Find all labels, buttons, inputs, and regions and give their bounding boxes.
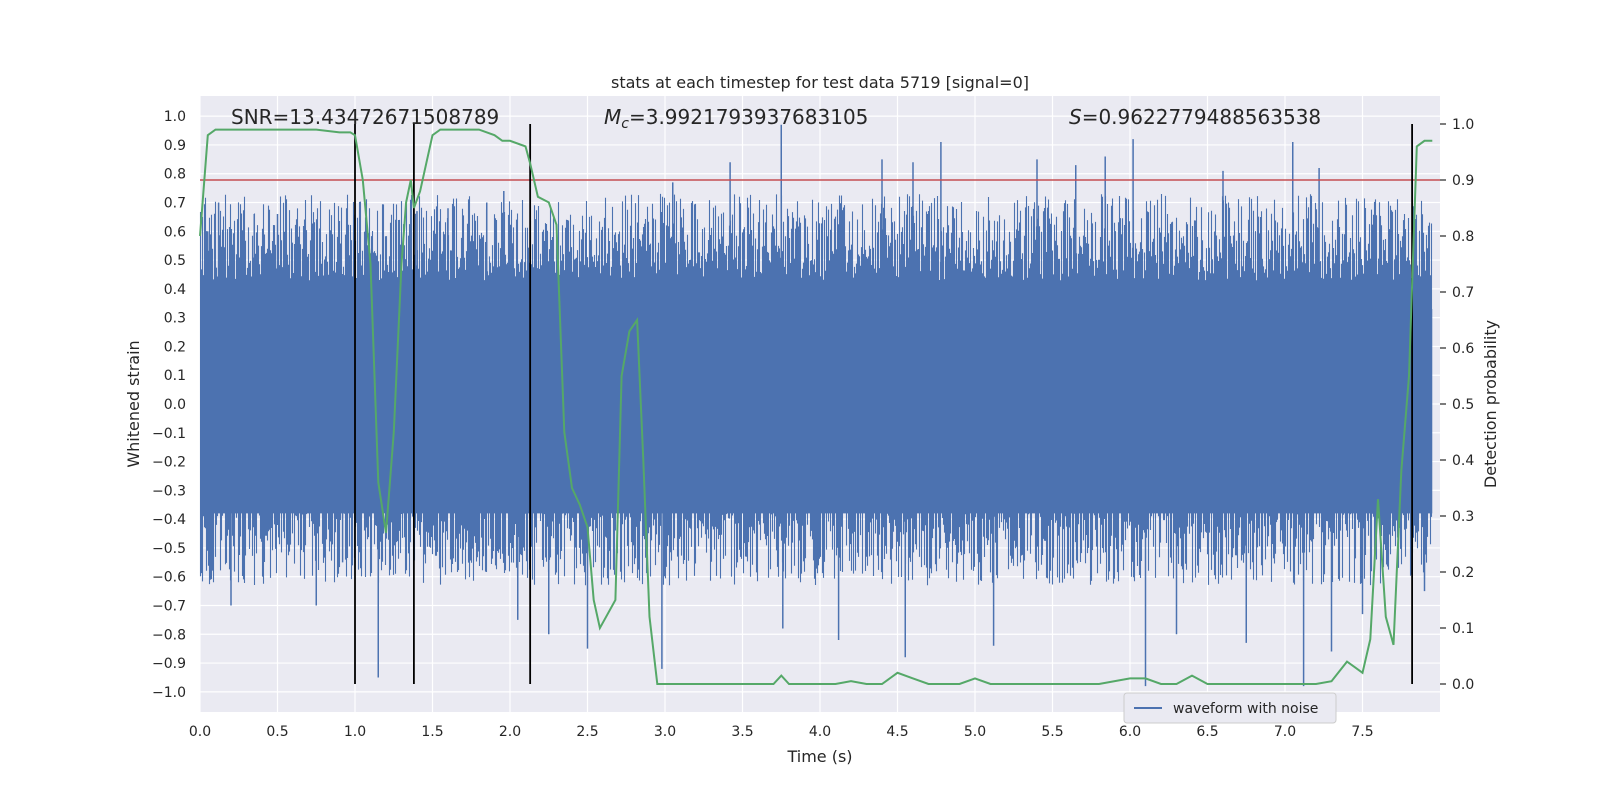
x-tick-label: 2.0 (499, 724, 521, 740)
x-tick-label: 1.5 (421, 724, 443, 740)
y-left-tick-label: −0.3 (152, 483, 186, 499)
x-tick-label: 5.5 (1041, 724, 1063, 740)
y-left-tick-label: 0.6 (164, 224, 186, 240)
x-tick-label: 6.5 (1196, 724, 1218, 740)
y-right-axis-label: Detection probability (1481, 320, 1500, 488)
y-left-tick-label: −0.9 (152, 656, 186, 672)
x-tick-label: 1.0 (344, 724, 366, 740)
s-annotation: S=0.9622779488563538 (1069, 105, 1321, 129)
y-right-tick-label: 0.7 (1452, 285, 1474, 301)
y-right-tick-label: 0.4 (1452, 453, 1474, 469)
y-right-tick-label: 1.0 (1452, 117, 1474, 133)
y-right-tick-label: 0.9 (1452, 173, 1474, 189)
y-left-tick-label: 0.2 (164, 339, 186, 355)
y-left-axis-label: Whitened strain (124, 340, 143, 467)
y-right-tick-label: 0.3 (1452, 509, 1474, 525)
y-left-tick-label: 0.9 (164, 138, 186, 154)
y-left-tick-label: 0.7 (164, 196, 186, 212)
y-left-tick-label: 0.4 (164, 282, 186, 298)
y-left-tick-label: −0.8 (152, 627, 186, 643)
y-left-tick-label: −0.4 (152, 512, 186, 528)
probability-line (199, 128, 1433, 685)
x-tick-label: 4.0 (809, 724, 831, 740)
x-tick-label: 7.0 (1274, 724, 1296, 740)
legend-entry-waveform: waveform with noise (1173, 701, 1318, 717)
y-right-tick-label: 0.1 (1452, 621, 1474, 637)
y-left-tick-label: 0.1 (164, 368, 186, 384)
event-lines (354, 124, 1413, 684)
y-right-tick-label: 0.2 (1452, 565, 1474, 581)
x-tick-label: 6.0 (1119, 724, 1141, 740)
y-right-axis-ticks: 0.0 0.1 0.2 0.3 0.4 0.5 0.6 0.7 0.8 0.9 1.0 (1440, 117, 1474, 693)
y-left-tick-label: 0.5 (164, 253, 186, 269)
chart-title: stats at each timestep for test data 571… (611, 73, 1029, 92)
x-tick-label: 0.0 (189, 724, 211, 740)
y-right-tick-label: 0.5 (1452, 397, 1474, 413)
y-left-tick-label: 0.8 (164, 167, 186, 183)
x-tick-label: 4.5 (886, 724, 908, 740)
chirp-mass-annotation: Mc=3.9921793937683105 (604, 105, 868, 132)
x-tick-label: 7.5 (1351, 724, 1373, 740)
y-left-tick-label: −0.5 (152, 541, 186, 557)
x-tick-label: 3.0 (654, 724, 676, 740)
y-right-tick-label: 0.0 (1452, 677, 1474, 693)
y-left-tick-label: 0.3 (164, 311, 186, 327)
x-axis-label: Time (s) (786, 747, 852, 766)
x-tick-label: 5.0 (964, 724, 986, 740)
y-left-tick-label: −0.1 (152, 426, 186, 442)
y-left-tick-label: 1.0 (164, 109, 186, 125)
y-left-tick-label: −0.6 (152, 570, 186, 586)
x-tick-label: 0.5 (266, 724, 288, 740)
waveform-series (199, 124, 1433, 687)
x-tick-label: 2.5 (576, 724, 598, 740)
waveform-band (200, 309, 1433, 514)
snr-annotation: SNR=13.43472671508789 (231, 105, 499, 129)
y-left-tick-label: 0.0 (164, 397, 186, 413)
y-left-tick-label: −1.0 (152, 685, 186, 701)
y-left-tick-label: −0.7 (152, 598, 186, 614)
y-right-tick-label: 0.6 (1452, 341, 1474, 357)
y-right-tick-label: 0.8 (1452, 229, 1474, 245)
legend: waveform with noise (1123, 692, 1337, 724)
y-left-tick-label: −0.2 (152, 455, 186, 471)
legend-box (1123, 692, 1337, 724)
x-tick-label: 3.5 (731, 724, 753, 740)
x-axis-ticks: 0.0 0.5 1.0 1.5 2.0 2.5 3.0 3.5 4.0 4.5 5.0 5.5 6.0 6… (189, 724, 1374, 740)
y-left-axis-ticks: −1.0 −0.9 −0.8 −0.7 −0.6 −0.5 −0.4 −0.3 −0.2 −0.1… (152, 109, 186, 701)
